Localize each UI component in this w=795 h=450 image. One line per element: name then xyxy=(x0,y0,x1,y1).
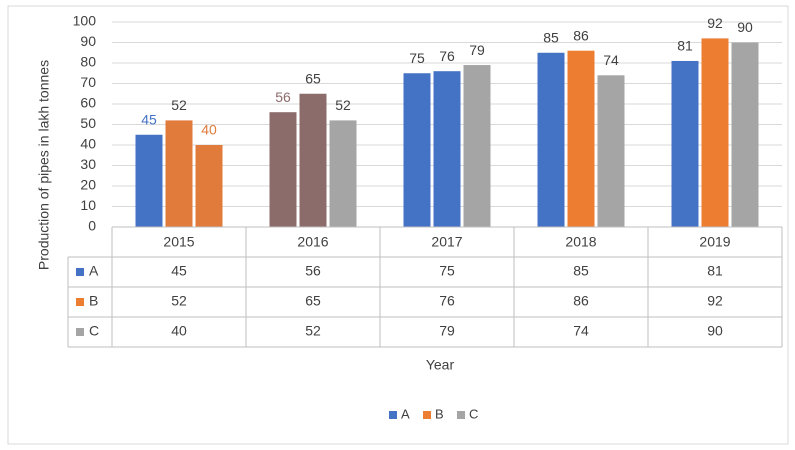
data-label: 45 xyxy=(141,111,157,127)
legend-label: A xyxy=(401,406,410,421)
table-cell: 74 xyxy=(573,323,589,339)
data-label: 86 xyxy=(573,27,589,43)
x-axis-title: Year xyxy=(426,357,455,373)
table-row-header: C xyxy=(89,323,99,339)
chart-border xyxy=(7,5,789,445)
y-tick-label: 100 xyxy=(73,13,97,29)
data-label: 52 xyxy=(335,97,351,113)
data-label: 79 xyxy=(469,42,485,58)
data-label: 90 xyxy=(737,19,753,35)
y-tick-label: 30 xyxy=(80,156,96,172)
table-cell: 92 xyxy=(707,293,723,309)
data-label: 65 xyxy=(305,70,321,86)
table-cell: 76 xyxy=(439,293,455,309)
y-tick-label: 70 xyxy=(80,74,96,90)
table-cell: 45 xyxy=(171,263,187,279)
legend-label: C xyxy=(469,406,478,421)
table-legend-key xyxy=(76,268,84,276)
bar xyxy=(269,112,297,227)
data-label: 92 xyxy=(707,15,723,31)
bar xyxy=(537,52,565,227)
bar xyxy=(135,134,163,227)
bar xyxy=(165,120,193,227)
table-cell: 79 xyxy=(439,323,455,339)
bar xyxy=(463,65,491,227)
y-tick-label: 90 xyxy=(80,33,96,49)
data-label: 52 xyxy=(171,97,187,113)
table-cell: 85 xyxy=(573,263,589,279)
bar xyxy=(299,93,327,227)
table-row-header: B xyxy=(89,293,98,309)
data-label: 85 xyxy=(543,29,559,45)
table-cell: 81 xyxy=(707,263,723,279)
y-tick-label: 60 xyxy=(80,95,96,111)
table-cell: 52 xyxy=(171,293,187,309)
legend-key xyxy=(423,411,431,419)
y-axis-title: Production of pipes in lakh tonnes xyxy=(36,60,52,270)
x-tick-label: 2019 xyxy=(699,234,730,250)
x-tick-label: 2016 xyxy=(297,234,328,250)
bar xyxy=(567,50,595,228)
bar xyxy=(731,42,759,227)
table-cell: 65 xyxy=(305,293,321,309)
table-row-header: A xyxy=(89,263,99,279)
table-cell: 40 xyxy=(171,323,187,339)
bar xyxy=(195,145,223,227)
data-label: 75 xyxy=(409,50,425,66)
legend-key xyxy=(389,411,397,419)
data-label: 74 xyxy=(603,52,619,68)
bar xyxy=(403,73,431,227)
legend-label: B xyxy=(435,406,444,421)
bar xyxy=(701,38,729,228)
y-tick-label: 80 xyxy=(80,54,96,70)
bar xyxy=(671,60,699,228)
x-tick-label: 2018 xyxy=(565,234,596,250)
bar xyxy=(329,120,357,227)
table-legend-key xyxy=(76,328,84,336)
y-tick-label: 0 xyxy=(88,218,96,234)
bar xyxy=(597,75,625,227)
y-tick-label: 10 xyxy=(80,197,96,213)
table-legend-key xyxy=(76,298,84,306)
data-label: 81 xyxy=(677,38,693,54)
table-cell: 90 xyxy=(707,323,723,339)
y-tick-label: 20 xyxy=(80,177,96,193)
x-tick-label: 2017 xyxy=(431,234,462,250)
x-tick-label: 2015 xyxy=(163,234,194,250)
bar xyxy=(433,71,461,227)
table-cell: 56 xyxy=(305,263,321,279)
table-cell: 75 xyxy=(439,263,455,279)
data-label: 56 xyxy=(275,89,291,105)
legend-key xyxy=(457,411,465,419)
data-label: 40 xyxy=(201,122,217,138)
table-cell: 86 xyxy=(573,293,589,309)
y-tick-label: 50 xyxy=(80,115,96,131)
table-cell: 52 xyxy=(305,323,321,339)
y-tick-label: 40 xyxy=(80,136,96,152)
data-label: 76 xyxy=(439,48,455,64)
